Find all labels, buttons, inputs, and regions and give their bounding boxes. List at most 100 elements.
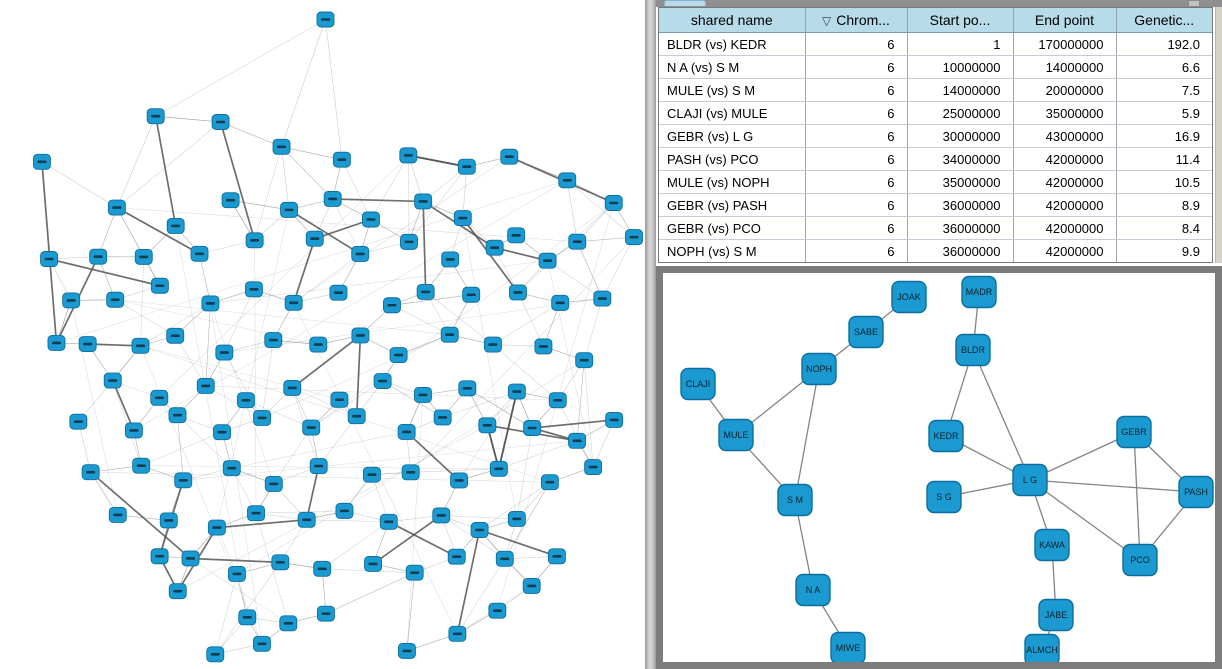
network-node[interactable] bbox=[78, 336, 97, 352]
table-row[interactable]: NOPH (vs) S M 6 36000000 42000000 9.9 bbox=[659, 239, 1212, 262]
cell-value[interactable]: 34000000 bbox=[907, 147, 1014, 171]
network-node[interactable] bbox=[389, 347, 408, 363]
cell-value[interactable]: 36000000 bbox=[907, 193, 1014, 217]
network-edge[interactable] bbox=[1029, 479, 1197, 493]
network-node[interactable] bbox=[548, 392, 567, 409]
network-node[interactable] bbox=[280, 201, 299, 218]
network-node[interactable] bbox=[32, 153, 51, 170]
network-node-pco[interactable]: PCO bbox=[1122, 543, 1158, 577]
network-node[interactable] bbox=[351, 327, 370, 344]
network-node[interactable] bbox=[540, 474, 559, 491]
network-node[interactable] bbox=[433, 409, 452, 426]
cell-value[interactable]: 42000000 bbox=[1013, 147, 1117, 171]
network-node-bldr[interactable]: BLDR bbox=[955, 333, 991, 367]
network-node[interactable] bbox=[330, 391, 349, 408]
network-node[interactable] bbox=[69, 413, 88, 430]
table-row[interactable]: BLDR (vs) KEDR 6 1 170000000 192.0 bbox=[659, 32, 1212, 56]
overview-network-panel[interactable] bbox=[0, 0, 645, 669]
table-row[interactable]: MULE (vs) NOPH 6 35000000 42000000 10.5 bbox=[659, 170, 1212, 194]
table-row[interactable]: GEBR (vs) L G 6 30000000 43000000 16.9 bbox=[659, 124, 1212, 148]
cell-value[interactable]: 11.4 bbox=[1116, 147, 1212, 171]
network-node[interactable] bbox=[81, 464, 100, 481]
network-node[interactable] bbox=[124, 422, 143, 439]
network-node[interactable] bbox=[297, 511, 316, 528]
network-node[interactable] bbox=[40, 251, 59, 267]
network-node[interactable] bbox=[495, 550, 514, 567]
network-node[interactable] bbox=[166, 327, 185, 344]
selected-network-panel[interactable]: JOAK MADR SABE NOPH CLAJI MULE BLDR KEDR GEBR L G… bbox=[656, 266, 1222, 669]
network-node[interactable] bbox=[150, 548, 169, 565]
network-node[interactable] bbox=[500, 148, 519, 165]
cell-shared-name[interactable]: MULE (vs) S M bbox=[659, 78, 806, 102]
table-row[interactable]: MULE (vs) S M 6 14000000 20000000 7.5 bbox=[659, 78, 1212, 102]
column-header-genetic---[interactable]: Genetic... bbox=[1116, 8, 1212, 33]
network-node[interactable] bbox=[507, 383, 526, 400]
cell-value[interactable]: 42000000 bbox=[1013, 239, 1117, 262]
cell-value[interactable]: 10000000 bbox=[907, 55, 1014, 79]
network-node[interactable] bbox=[47, 335, 66, 351]
network-node[interactable] bbox=[413, 386, 432, 403]
network-node[interactable] bbox=[568, 233, 587, 250]
column-header-chrom---[interactable]: ▽ Chrom... bbox=[805, 8, 908, 33]
cell-value[interactable]: 36000000 bbox=[907, 239, 1014, 262]
network-node[interactable] bbox=[351, 245, 370, 262]
network-node[interactable] bbox=[211, 114, 230, 130]
cell-value[interactable]: 43000000 bbox=[1013, 124, 1117, 148]
network-edge[interactable] bbox=[794, 368, 820, 501]
network-node[interactable] bbox=[483, 336, 502, 353]
panel-splitter[interactable] bbox=[645, 0, 656, 669]
network-node[interactable] bbox=[397, 424, 416, 440]
cell-value[interactable]: 10.5 bbox=[1116, 170, 1212, 194]
cell-shared-name[interactable]: GEBR (vs) L G bbox=[659, 124, 806, 148]
cell-shared-name[interactable]: NOPH (vs) S M bbox=[659, 239, 806, 262]
cell-value[interactable]: 14000000 bbox=[907, 78, 1014, 102]
network-node[interactable] bbox=[397, 642, 416, 659]
network-node-gebr[interactable]: GEBR bbox=[1116, 415, 1152, 449]
network-node[interactable] bbox=[593, 290, 612, 307]
cell-value[interactable]: 42000000 bbox=[1013, 170, 1117, 194]
network-node[interactable] bbox=[284, 294, 303, 311]
network-node-miwe[interactable]: MIWE bbox=[830, 631, 866, 663]
network-node[interactable] bbox=[207, 519, 226, 536]
network-node[interactable] bbox=[159, 512, 178, 529]
network-node[interactable] bbox=[247, 505, 265, 522]
table-row[interactable]: PASH (vs) PCO 6 34000000 42000000 11.4 bbox=[659, 147, 1212, 171]
cell-shared-name[interactable]: BLDR (vs) KEDR bbox=[659, 32, 806, 56]
network-node[interactable] bbox=[383, 297, 401, 314]
network-node-mule[interactable]: MULE bbox=[718, 418, 754, 452]
network-node[interactable] bbox=[507, 511, 526, 527]
column-header-end-point[interactable]: End point bbox=[1013, 8, 1117, 33]
network-node[interactable] bbox=[329, 284, 348, 301]
cell-shared-name[interactable]: MULE (vs) NOPH bbox=[659, 170, 806, 194]
network-node[interactable] bbox=[538, 252, 557, 269]
network-node[interactable] bbox=[103, 372, 122, 389]
network-node-s-m[interactable]: S M bbox=[777, 483, 813, 517]
network-node[interactable] bbox=[379, 513, 398, 530]
table-row[interactable]: N A (vs) S M 6 10000000 14000000 6.6 bbox=[659, 55, 1212, 79]
network-node[interactable] bbox=[605, 412, 624, 428]
network-node[interactable] bbox=[279, 615, 298, 632]
table-row[interactable]: GEBR (vs) PASH 6 36000000 42000000 8.9 bbox=[659, 193, 1212, 217]
network-edge[interactable] bbox=[972, 349, 1031, 481]
cell-value[interactable]: 14000000 bbox=[1013, 55, 1117, 79]
network-node-kedr[interactable]: KEDR bbox=[928, 419, 964, 453]
network-node[interactable] bbox=[432, 507, 451, 524]
network-node[interactable] bbox=[190, 245, 209, 262]
network-node[interactable] bbox=[522, 577, 541, 594]
network-node[interactable] bbox=[150, 389, 169, 406]
network-edge[interactable] bbox=[1133, 431, 1141, 561]
cell-value[interactable]: 6 bbox=[805, 193, 908, 217]
network-node-l-g[interactable]: L G bbox=[1012, 463, 1048, 497]
network-node[interactable] bbox=[316, 605, 335, 622]
network-node[interactable] bbox=[237, 392, 255, 409]
network-node[interactable] bbox=[150, 277, 169, 294]
network-node[interactable] bbox=[313, 560, 332, 577]
cell-value[interactable]: 192.0 bbox=[1116, 32, 1212, 56]
network-node[interactable] bbox=[309, 336, 328, 353]
cell-value[interactable]: 5.9 bbox=[1116, 101, 1212, 125]
network-node[interactable] bbox=[132, 457, 151, 474]
network-node[interactable] bbox=[89, 248, 108, 265]
network-node[interactable] bbox=[323, 191, 342, 207]
column-header-shared-name[interactable]: shared name bbox=[659, 8, 806, 33]
network-node[interactable] bbox=[362, 466, 381, 483]
